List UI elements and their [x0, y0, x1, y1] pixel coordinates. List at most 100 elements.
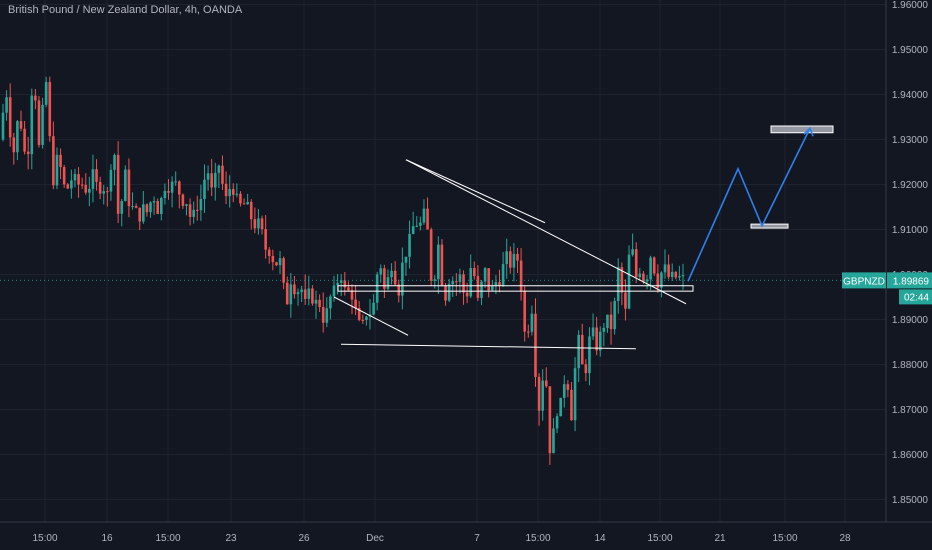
- candle-body: [390, 270, 393, 278]
- y-tick-label: 1.93000: [892, 135, 929, 146]
- y-tick-label: 1.89000: [892, 315, 929, 326]
- candle-body: [473, 268, 476, 277]
- candle-body: [285, 282, 289, 305]
- candle-body: [408, 233, 411, 257]
- candle-body: [383, 268, 386, 289]
- candle-body: [264, 229, 267, 250]
- candle-body: [167, 191, 170, 193]
- symbol-tag: GBPNZD: [843, 276, 885, 287]
- drawings: [0, 125, 886, 350]
- candle-body: [239, 193, 242, 204]
- candle-body: [552, 428, 555, 454]
- candle-body: [570, 389, 573, 421]
- candle-body: [1, 112, 5, 140]
- y-tick-label: 1.92000: [892, 180, 929, 191]
- candle-body: [491, 285, 494, 291]
- x-tick-label: 16: [101, 533, 113, 544]
- price-tag: GBPNZD 1.89869 02:44: [842, 272, 932, 305]
- candle-body: [303, 289, 307, 299]
- candle-body: [66, 184, 70, 189]
- candle-body: [134, 206, 138, 208]
- y-tick-label: 1.91000: [892, 225, 929, 236]
- candle-body: [631, 249, 634, 255]
- candle-body: [257, 218, 260, 229]
- candle-body: [447, 284, 451, 301]
- candle-body: [652, 257, 656, 274]
- candle-body: [645, 279, 649, 282]
- candle-body: [386, 277, 390, 289]
- x-tick-label: Dec: [366, 533, 384, 544]
- candle-body: [170, 181, 174, 193]
- candle-body: [195, 209, 199, 211]
- candle-body: [404, 256, 408, 263]
- candle-body: [397, 284, 401, 296]
- candle-body: [580, 334, 584, 365]
- x-tick-label: 21: [714, 533, 726, 544]
- candle-body: [98, 181, 102, 194]
- candle-body: [275, 262, 278, 266]
- candle-body: [95, 169, 98, 182]
- candle-body: [41, 104, 44, 145]
- x-tick-label: 15:00: [525, 533, 550, 544]
- candle-body: [34, 95, 37, 101]
- candle-body: [271, 256, 275, 263]
- candle-body: [401, 262, 404, 296]
- candle-body: [555, 416, 559, 429]
- candle-body: [379, 268, 383, 275]
- candle-body: [537, 376, 541, 411]
- candle-body: [393, 270, 397, 285]
- candle-body: [73, 174, 77, 181]
- price-tag-bg: [887, 272, 932, 289]
- countdown-tag: 02:44: [904, 292, 929, 303]
- candle-body: [203, 179, 206, 200]
- candle-body: [300, 289, 303, 293]
- candle-body: [231, 189, 235, 195]
- grid: [0, 0, 886, 522]
- candle-body: [318, 299, 321, 307]
- candle-body: [606, 314, 609, 328]
- candle-body: [124, 169, 127, 202]
- candle-body: [667, 264, 670, 278]
- candle-body: [293, 284, 296, 295]
- candle-body: [235, 193, 239, 195]
- candle-body: [224, 183, 228, 197]
- y-tick-label: 1.94000: [892, 90, 929, 101]
- candle-body: [339, 280, 343, 283]
- candle-body: [106, 191, 109, 193]
- candle-body: [282, 258, 285, 283]
- candle-body: [332, 285, 336, 297]
- candle-body: [267, 249, 271, 257]
- candle-body: [185, 204, 188, 206]
- candle-body: [469, 268, 473, 297]
- candle-body: [354, 299, 357, 309]
- candle-body: [206, 173, 210, 180]
- candle-body: [544, 380, 548, 387]
- candle-body: [5, 97, 8, 113]
- candle-body: [444, 285, 447, 301]
- y-tick-label: 1.87000: [892, 405, 929, 416]
- candle-body: [656, 273, 660, 288]
- candle-body: [70, 180, 73, 189]
- candle-body: [23, 128, 26, 152]
- candle-body: [246, 201, 249, 205]
- candle-body: [156, 201, 160, 215]
- candle-body: [462, 274, 465, 293]
- candle-body: [505, 251, 509, 265]
- candle-body: [674, 271, 678, 278]
- candle-body: [30, 95, 34, 155]
- candle-body: [347, 287, 350, 291]
- candle-body: [48, 82, 52, 137]
- descending-trendline: [405, 159, 687, 305]
- candle-body: [127, 169, 131, 207]
- candle-body: [591, 327, 595, 337]
- candle-body: [509, 251, 512, 268]
- projection-path: [687, 127, 811, 282]
- candle-body: [534, 313, 537, 377]
- y-tick-label: 1.85000: [892, 495, 929, 506]
- last-price-tag: 1.89869: [893, 276, 930, 287]
- candle-body: [242, 203, 246, 205]
- candle-body: [113, 154, 116, 170]
- candle-body: [498, 282, 501, 286]
